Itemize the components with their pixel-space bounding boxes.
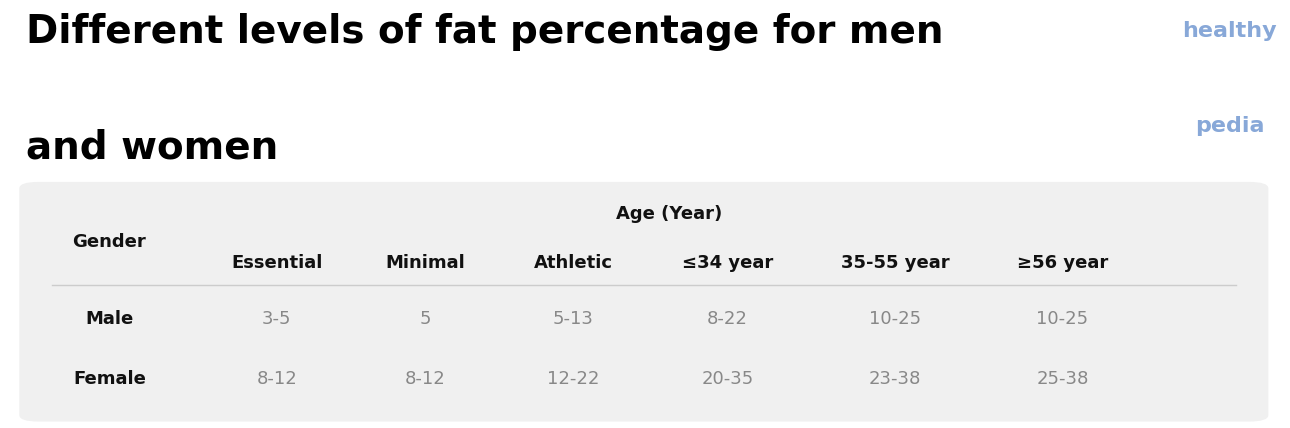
Text: healthy: healthy	[1183, 21, 1277, 42]
Text: Female: Female	[74, 370, 146, 388]
Text: 23-38: 23-38	[868, 370, 921, 388]
Text: Male: Male	[85, 310, 134, 328]
Text: 5: 5	[419, 310, 431, 328]
Text: Gender: Gender	[72, 233, 146, 251]
FancyBboxPatch shape	[19, 182, 1268, 422]
Text: 12-22: 12-22	[547, 370, 599, 388]
Text: ≥56 year: ≥56 year	[1017, 254, 1108, 272]
Text: 3-5: 3-5	[262, 310, 292, 328]
Text: 8-22: 8-22	[707, 310, 748, 328]
Text: pedia: pedia	[1195, 116, 1264, 136]
Text: 10-25: 10-25	[1036, 310, 1089, 328]
Text: 25-38: 25-38	[1036, 370, 1089, 388]
Text: 20-35: 20-35	[702, 370, 753, 388]
Text: 10-25: 10-25	[869, 310, 921, 328]
Text: 8-12: 8-12	[257, 370, 297, 388]
Text: Minimal: Minimal	[384, 254, 464, 272]
Text: 35-55 year: 35-55 year	[841, 254, 949, 272]
Text: Different levels of fat percentage for men: Different levels of fat percentage for m…	[26, 13, 943, 51]
Text: 5-13: 5-13	[552, 310, 593, 328]
Text: 8-12: 8-12	[405, 370, 445, 388]
Text: ≤34 year: ≤34 year	[682, 254, 773, 272]
Text: and women: and women	[26, 128, 279, 166]
Text: Age (Year): Age (Year)	[617, 205, 722, 223]
Text: Athletic: Athletic	[534, 254, 613, 272]
Text: Essential: Essential	[231, 254, 322, 272]
